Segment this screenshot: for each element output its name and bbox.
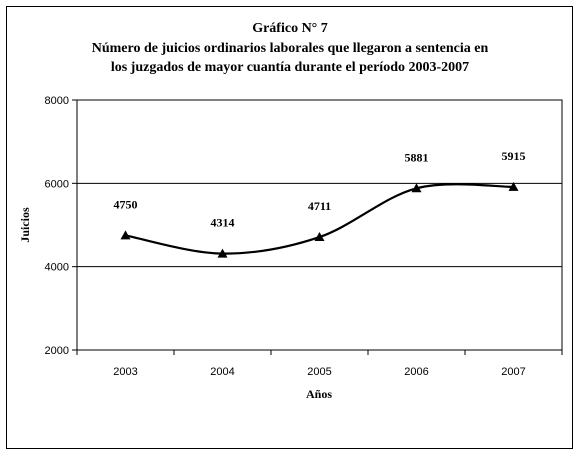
y-tick-label-6000: 6000 (45, 178, 69, 190)
x-tick-label-2003: 2003 (113, 366, 137, 378)
label-layer: 4750 4314 4711 5881 5915 (114, 149, 526, 230)
data-point-2005 (314, 232, 325, 242)
plot-area (76, 99, 563, 351)
series-line-0 (125, 183, 514, 255)
chart-title-line-3: los juzgados de mayor cuantía durante el… (111, 60, 469, 75)
y-tick-label-4000: 4000 (45, 262, 69, 274)
chart-frame: Gráfico N° 7 Número de juicios ordinario… (6, 6, 573, 449)
y-tick-label-2000: 2000 (45, 345, 69, 357)
data-label-2005: 4711 (308, 199, 331, 213)
data-label-2007: 5915 (502, 149, 526, 163)
chart-title-line-1: Gráfico N° 7 (252, 21, 328, 36)
grid-layer (77, 182, 562, 268)
data-label-2004: 4314 (211, 216, 235, 230)
y-tick-label-8000: 8000 (45, 95, 69, 107)
chart-title-line-2: Número de juicios ordinarios laborales q… (92, 41, 489, 56)
data-label-2003: 4750 (114, 197, 138, 211)
data-point-2007 (508, 181, 519, 191)
x-tick-label-2004: 2004 (210, 366, 234, 378)
x-tick-label-2007: 2007 (501, 366, 525, 378)
data-point-2006 (411, 183, 422, 193)
x-tick-label-2006: 2006 (404, 366, 428, 378)
data-point-2004 (217, 248, 228, 258)
x-axis-title: Años (306, 387, 332, 401)
x-tick-label-2005: 2005 (307, 366, 331, 378)
chart-svg: Gráfico N° 7 Número de juicios ordinario… (18, 21, 563, 401)
data-point-2003 (120, 230, 131, 240)
series-layer (120, 181, 519, 258)
y-axis-title: Juicios (18, 207, 32, 243)
data-label-2006: 5881 (405, 150, 429, 164)
axis-layer: 2000 4000 6000 8000 2003 2004 2005 2006 2007 (45, 95, 563, 378)
